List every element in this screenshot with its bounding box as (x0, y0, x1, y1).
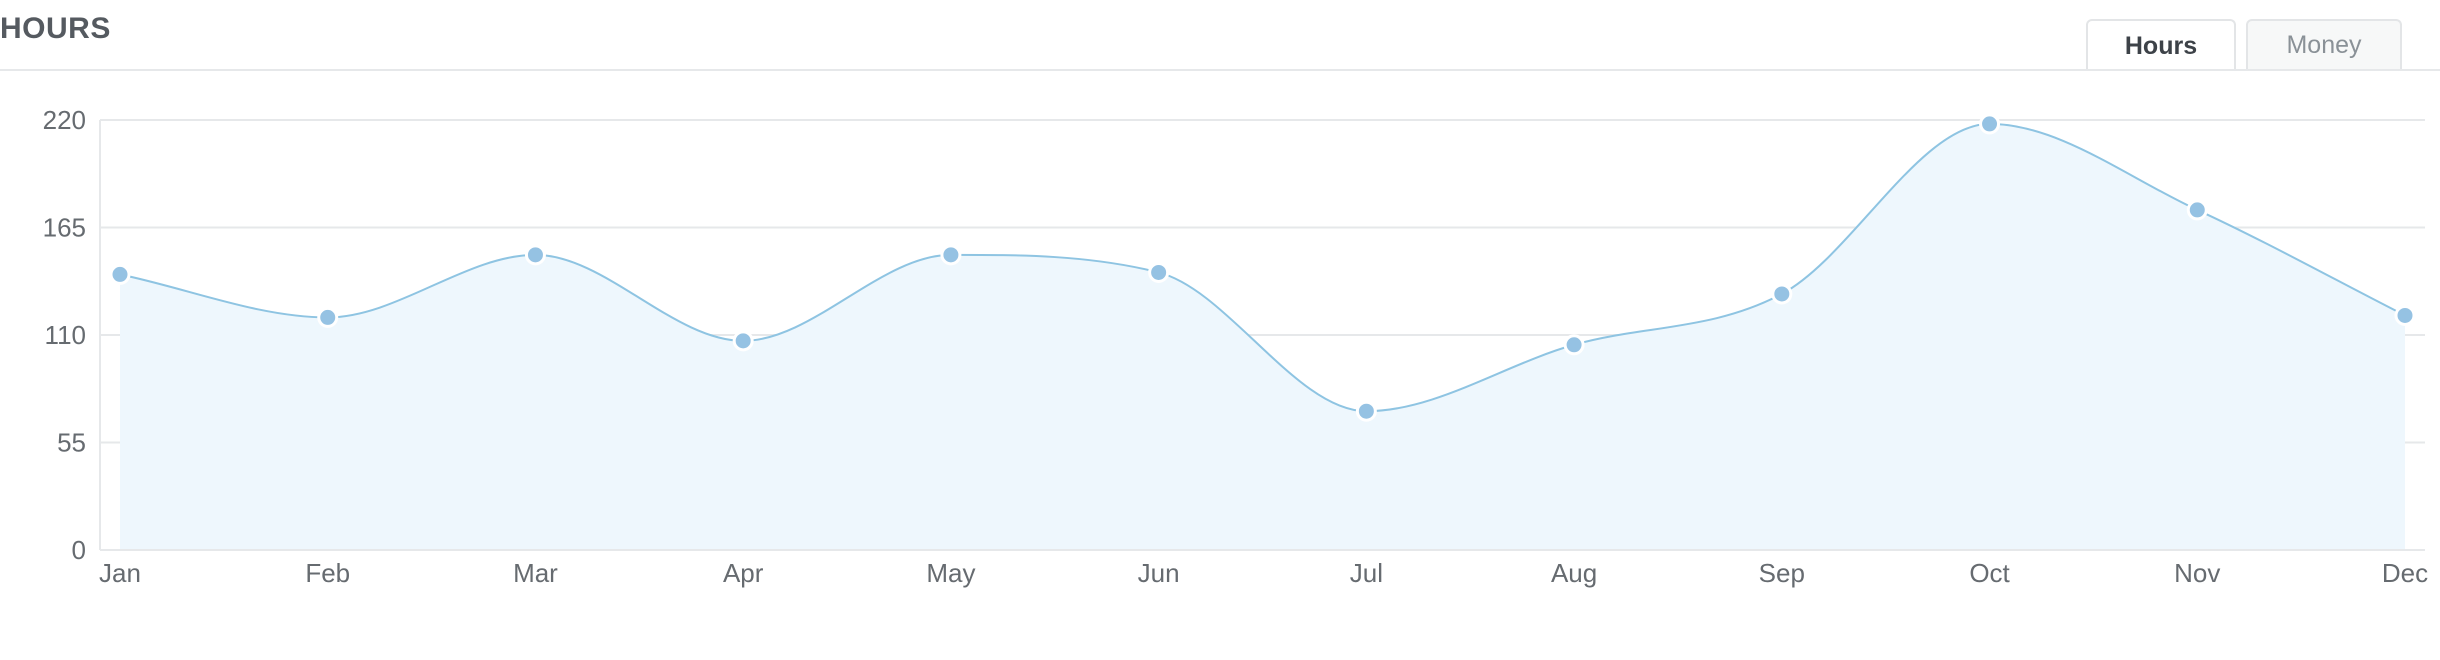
x-tick-label-mar: Mar (513, 558, 558, 588)
series-line (119, 122, 2406, 413)
data-point-mar (524, 244, 546, 266)
data-point-jul (1355, 400, 1377, 422)
tab-hours[interactable]: Hours (2086, 19, 2236, 71)
data-point-oct (1979, 113, 2001, 135)
data-point-aug (1563, 334, 1585, 356)
x-tick-label-nov: Nov (2174, 558, 2220, 588)
x-tick-label-oct: Oct (1969, 558, 2010, 588)
x-tick-label-jan: Jan (99, 558, 141, 588)
y-tick-label-0: 0 (72, 535, 86, 565)
x-tick-label-feb: Feb (305, 558, 350, 588)
x-tick-label-aug: Aug (1551, 558, 1597, 588)
data-point-sep (1771, 283, 1793, 305)
data-point-nov (2186, 199, 2208, 221)
header-divider (0, 69, 2440, 71)
y-tick-label-110: 110 (45, 320, 86, 350)
x-tick-label-jul: Jul (1350, 558, 1383, 588)
x-tick-label-apr: Apr (723, 558, 764, 588)
y-tick-label-220: 220 (43, 105, 86, 135)
data-point-feb (317, 306, 339, 328)
chart-title: HOURS (0, 12, 111, 45)
x-tick-label-sep: Sep (1759, 558, 1805, 588)
x-tick-label-dec: Dec (2382, 558, 2428, 588)
x-tick-label-jun: Jun (1138, 558, 1180, 588)
data-point-jun (1148, 261, 1170, 283)
data-point-dec (2394, 304, 2416, 326)
series-area-fill (120, 123, 2405, 550)
data-point-apr (732, 330, 754, 352)
data-point-jan (109, 263, 131, 285)
y-tick-label-165: 165 (43, 213, 86, 243)
tab-money[interactable]: Money (2246, 19, 2402, 69)
data-point-may (940, 244, 962, 266)
x-tick-label-may: May (926, 558, 975, 588)
y-tick-label-55: 55 (57, 428, 86, 458)
